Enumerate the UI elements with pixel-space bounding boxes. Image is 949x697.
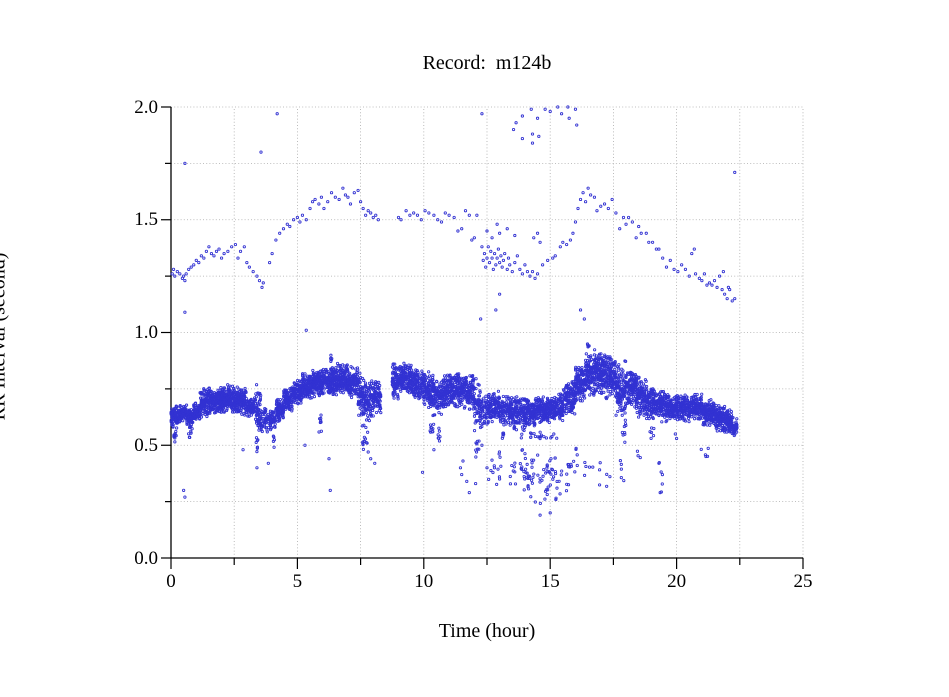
y-tick-label: 0.5 <box>134 434 158 456</box>
y-tick-label: 1.5 <box>134 209 158 231</box>
x-tick-label: 25 <box>793 571 813 592</box>
plot-title: Record: m124b <box>422 52 552 74</box>
x-axis-label: Time (hour) <box>438 620 536 642</box>
y-tick-label: 2.0 <box>134 96 158 118</box>
x-tick-label: 0 <box>166 571 176 592</box>
x-tick-label: 10 <box>414 571 434 592</box>
x-tick-label: 5 <box>292 571 303 592</box>
x-tick-label: 15 <box>540 571 560 592</box>
x-tick-label: 20 <box>667 571 687 592</box>
y-axis-label: RR Interval (second) <box>0 252 10 421</box>
y-tick-label: 0.0 <box>134 547 158 569</box>
y-tick-label: 1.0 <box>134 322 158 343</box>
